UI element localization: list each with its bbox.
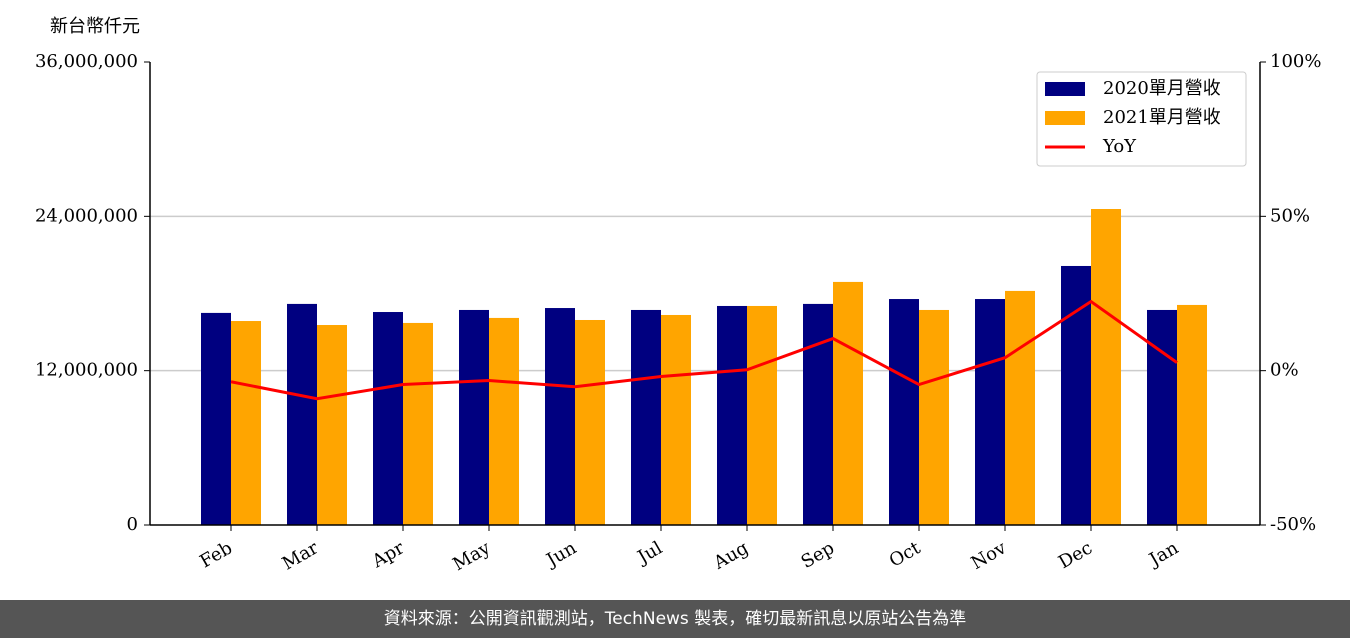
yoy-line	[230, 299, 1178, 401]
legend-label: 2021單月營收	[1103, 107, 1221, 128]
bar	[1091, 209, 1121, 525]
bar	[975, 299, 1005, 525]
x-tick-label: Dec	[1055, 537, 1096, 573]
bar	[1177, 304, 1207, 525]
bar	[459, 309, 489, 525]
bar	[201, 312, 231, 525]
bar	[373, 312, 403, 525]
bar	[403, 322, 433, 525]
bar	[1147, 309, 1177, 525]
bar	[287, 303, 317, 525]
y2-tick-label: 100%	[1270, 51, 1321, 72]
page: 新台幣仟元 0 12,000,000 24,000,000 36,000,000 -50…	[0, 16, 1350, 638]
x-tick-label: Jun	[541, 537, 580, 572]
bar	[889, 299, 919, 525]
bar	[575, 319, 605, 525]
y-tick-label: 0	[127, 514, 138, 535]
x-tick-label: May	[449, 537, 494, 575]
x-tick-label: Aug	[709, 537, 752, 574]
y2-tick-label: 0%	[1270, 360, 1299, 381]
x-tick-label: Jan	[1144, 537, 1182, 571]
bar	[317, 325, 347, 525]
bar	[231, 321, 261, 525]
bar	[747, 305, 777, 525]
x-tick-label: Mar	[279, 537, 323, 574]
y-tick-label: 36,000,000	[35, 51, 138, 72]
legend-swatch	[1045, 82, 1085, 96]
legend-label: 2020單月營收	[1103, 78, 1221, 99]
x-tick-label: Jul	[632, 537, 666, 569]
legend-swatch	[1045, 111, 1085, 125]
bar	[1061, 265, 1091, 525]
bar	[545, 308, 575, 525]
legend-label: YoY	[1102, 136, 1137, 157]
bar	[489, 317, 519, 525]
footer: 資料來源：公開資訊觀測站，TechNews 製表，確切最新訊息以原站公告為準	[0, 600, 1350, 638]
y-tick-label: 12,000,000	[35, 360, 138, 381]
x-tick-label: Feb	[196, 537, 236, 572]
y2-tick-label: -50%	[1270, 514, 1316, 535]
x-tick-label: Nov	[968, 537, 1011, 574]
bar	[1005, 290, 1035, 525]
bar	[661, 314, 691, 525]
y-axis-unit: 新台幣仟元	[50, 16, 140, 37]
chart: 新台幣仟元 0 12,000,000 24,000,000 36,000,000 -50…	[35, 16, 1322, 575]
bar	[717, 305, 747, 525]
legend-box	[1036, 71, 1247, 167]
bar	[919, 309, 949, 525]
y2-tick-label: 50%	[1270, 205, 1310, 226]
x-tick-label: Sep	[798, 537, 838, 572]
bar	[833, 281, 863, 525]
bar	[803, 303, 833, 525]
y-tick-label: 24,000,000	[35, 205, 138, 226]
bar	[631, 309, 661, 525]
x-tick-label: Apr	[368, 537, 408, 572]
x-tick-label: Oct	[886, 537, 925, 572]
